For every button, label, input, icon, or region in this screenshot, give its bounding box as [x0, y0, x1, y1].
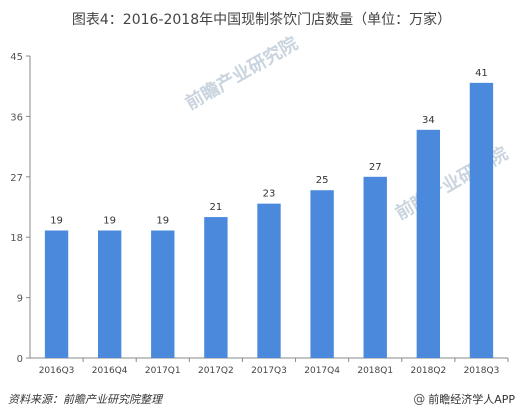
y-tick-label: 0	[17, 354, 23, 365]
x-tick-label: 2016Q3	[39, 366, 75, 376]
data-label: 41	[475, 68, 488, 79]
data-label: 19	[50, 215, 63, 226]
bar-2018Q2	[416, 129, 441, 358]
y-tick-label: 36	[10, 112, 23, 123]
y-tick-label: 45	[10, 52, 23, 63]
source-note: 资料来源：前瞻产业研究院整理	[8, 393, 162, 406]
watermark-mark-2: 前瞻产业研究院	[392, 142, 512, 224]
watermark-brand-label: 前瞻经济学人APP	[428, 393, 515, 406]
data-label: 23	[263, 189, 276, 200]
y-tick-label: 27	[10, 173, 23, 184]
data-label: 19	[156, 215, 169, 226]
bar-2017Q4	[310, 190, 334, 358]
watermark: 前瞻产业研究院 前瞻产业研究院	[182, 32, 512, 224]
x-tick-label: 2018Q3	[464, 366, 500, 376]
x-tick-label: 2018Q1	[357, 366, 393, 376]
bar-2018Q3	[469, 82, 494, 358]
data-labels: 19 19 19 21 23 25 27 34 41	[50, 68, 488, 227]
bars	[44, 82, 494, 358]
data-label: 19	[103, 215, 116, 226]
x-tick-label: 2018Q2	[410, 366, 446, 376]
x-tick-label: 2016Q4	[92, 366, 128, 376]
data-label: 34	[422, 115, 435, 126]
bar-2017Q1	[151, 230, 175, 358]
watermark-text: 前瞻产业研究院	[182, 32, 302, 114]
y-tick-label: 18	[10, 233, 23, 244]
bar-2017Q3	[257, 203, 281, 358]
x-tick-label: 2017Q4	[304, 366, 340, 376]
y-tick-label: 9	[17, 294, 23, 305]
data-label: 27	[369, 162, 382, 173]
bar-2017Q2	[204, 217, 228, 358]
watermark-mark: 前瞻产业研究院	[182, 32, 302, 114]
chart-title: 图表4：2016-2018年中国现制茶饮门店数量（单位：万家）	[71, 12, 452, 28]
watermark-brand: @ 前瞻经济学人APP	[413, 391, 515, 407]
x-tick-label: 2017Q3	[251, 366, 287, 376]
x-tick-label: 2017Q1	[145, 366, 181, 376]
x-tick-label: 2017Q2	[198, 366, 234, 376]
bar-2016Q4	[97, 230, 122, 358]
data-label: 21	[210, 202, 223, 213]
bar-2016Q3	[44, 230, 69, 358]
at-icon: @	[413, 392, 426, 406]
bar-2018Q1	[363, 176, 387, 358]
data-label: 25	[316, 175, 329, 186]
watermark-text-2: 前瞻产业研究院	[392, 142, 512, 224]
